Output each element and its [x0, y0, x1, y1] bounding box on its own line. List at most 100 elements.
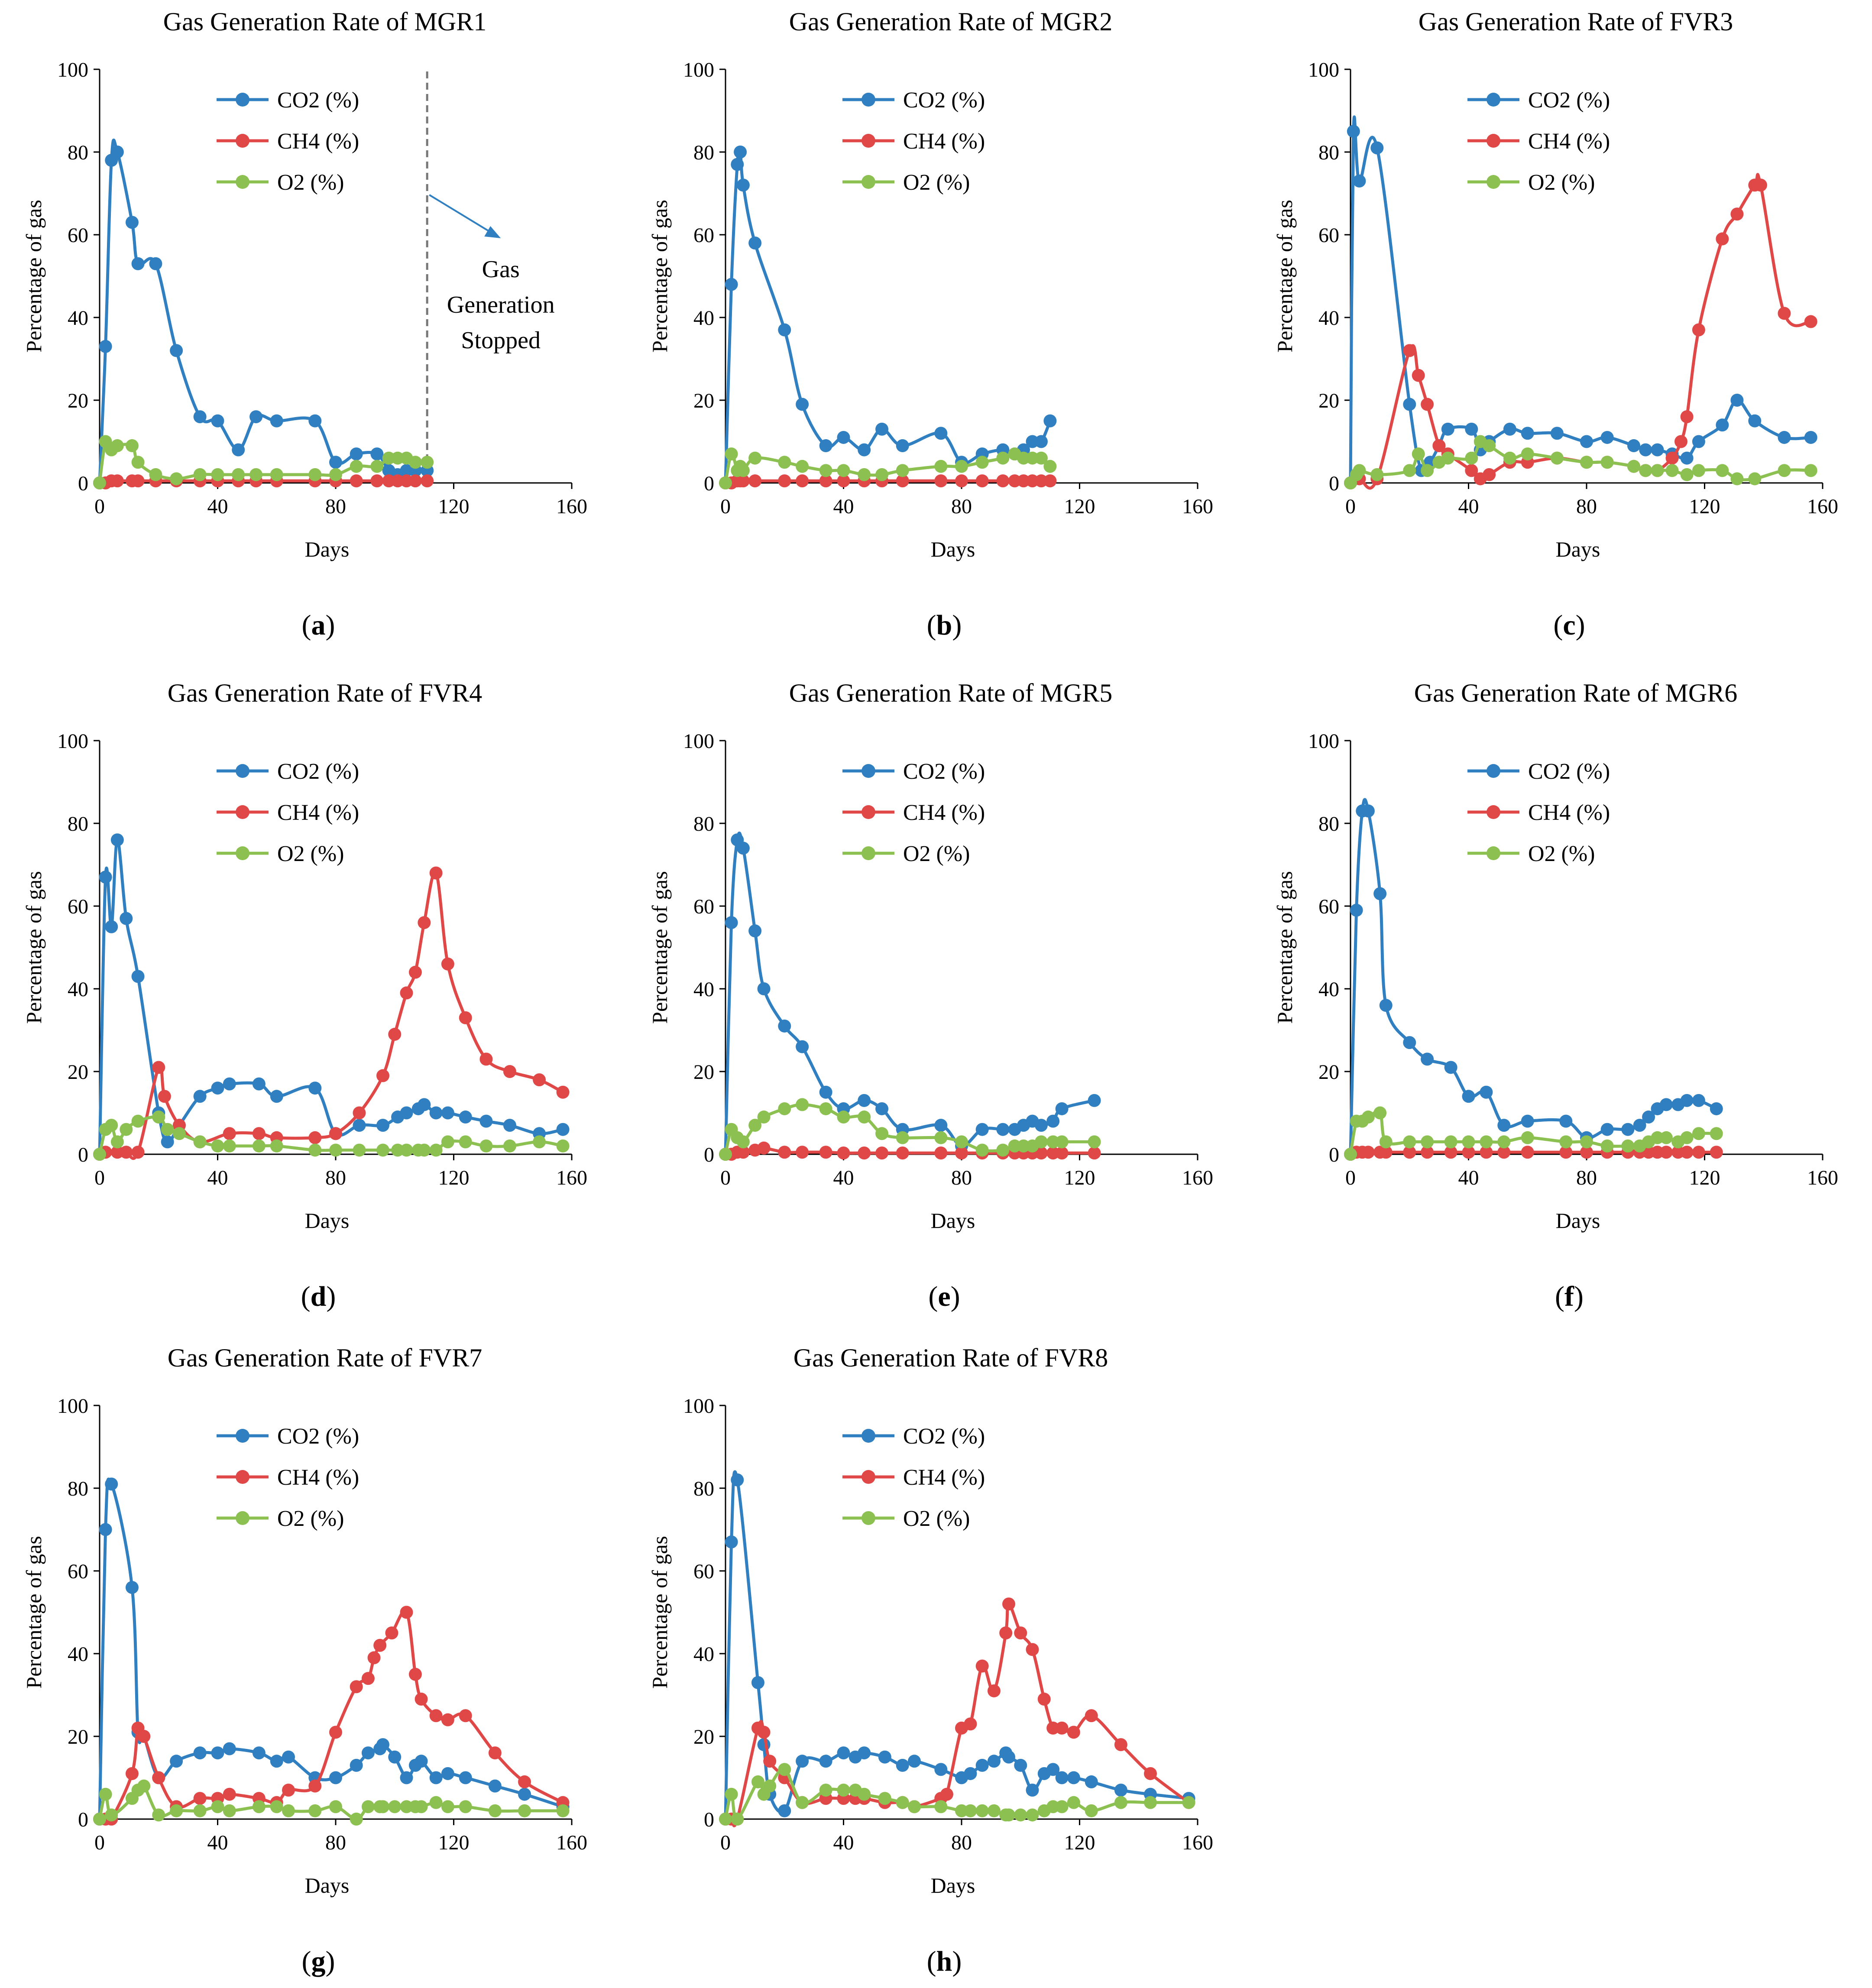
- data-point-o2: [1804, 464, 1817, 477]
- data-point-o2: [503, 1139, 516, 1153]
- data-point-o2: [987, 1804, 1001, 1817]
- y-tick-label: 100: [683, 730, 714, 753]
- data-point-ch4: [1497, 1146, 1511, 1159]
- data-point-ch4: [408, 474, 422, 488]
- data-point-ch4: [796, 1146, 809, 1159]
- legend-label-o2: O2 (%): [277, 170, 344, 195]
- data-point-o2: [556, 1804, 570, 1817]
- data-point-co2: [232, 443, 245, 457]
- y-tick-label: 20: [68, 1726, 88, 1748]
- legend-marker-ch4: [236, 1470, 249, 1484]
- x-tick-label: 40: [1458, 1166, 1479, 1189]
- chart-title: Gas Generation Rate of FVR7: [168, 1344, 483, 1372]
- data-point-o2: [125, 439, 139, 453]
- data-point-co2: [99, 1523, 112, 1536]
- data-point-o2: [1344, 1148, 1357, 1161]
- data-point-ch4: [400, 986, 413, 1000]
- data-point-co2: [819, 1755, 832, 1768]
- y-tick-label: 40: [1318, 307, 1339, 330]
- data-point-o2: [1521, 447, 1534, 461]
- data-point-ch4: [152, 1061, 165, 1074]
- data-point-o2: [1353, 464, 1366, 477]
- data-point-co2: [1055, 1771, 1069, 1784]
- data-point-o2: [996, 451, 1010, 465]
- data-point-co2: [1043, 414, 1057, 427]
- data-point-o2: [763, 1779, 777, 1793]
- data-point-o2: [1680, 468, 1694, 481]
- x-tick-label: 120: [1064, 1831, 1095, 1854]
- data-point-o2: [376, 1143, 389, 1157]
- data-point-co2: [1373, 887, 1387, 900]
- data-point-ch4: [110, 474, 124, 488]
- data-point-o2: [1144, 1796, 1157, 1809]
- y-tick-label: 60: [1318, 224, 1339, 247]
- data-point-o2: [858, 1111, 871, 1124]
- data-point-ch4: [1432, 439, 1446, 453]
- data-point-o2: [131, 1114, 145, 1128]
- data-point-co2: [1580, 435, 1593, 448]
- data-point-co2: [896, 439, 909, 453]
- data-point-co2: [388, 1750, 402, 1764]
- x-tick-label: 40: [833, 1831, 854, 1854]
- data-point-co2: [1639, 443, 1652, 457]
- data-point-ch4: [418, 916, 431, 929]
- data-point-co2: [105, 920, 118, 933]
- data-point-co2: [211, 414, 224, 427]
- data-point-ch4: [223, 1787, 236, 1801]
- data-point-o2: [955, 1135, 968, 1149]
- data-point-o2: [105, 1119, 118, 1132]
- data-point-o2: [837, 464, 850, 477]
- data-point-o2: [105, 1808, 118, 1822]
- data-point-co2: [131, 257, 145, 270]
- data-point-o2: [975, 1804, 989, 1817]
- data-point-ch4: [479, 1052, 493, 1066]
- data-point-o2: [751, 1775, 764, 1789]
- data-point-co2: [1088, 1094, 1101, 1107]
- data-point-o2: [1600, 456, 1614, 469]
- data-point-ch4: [1580, 1146, 1593, 1159]
- y-tick-label: 20: [1318, 389, 1339, 412]
- legend-label-ch4: CH4 (%): [903, 129, 985, 154]
- data-point-o2: [211, 1800, 224, 1813]
- data-point-o2: [361, 1800, 375, 1813]
- data-point-ch4: [1144, 1767, 1157, 1780]
- legend-marker-co2: [1487, 764, 1500, 778]
- data-point-co2: [725, 916, 738, 929]
- data-point-ch4: [1026, 1643, 1039, 1656]
- y-tick-label: 60: [693, 224, 714, 247]
- x-tick-label: 160: [556, 1166, 587, 1189]
- x-tick-label: 120: [1689, 1166, 1720, 1189]
- data-point-ch4: [518, 1775, 531, 1789]
- data-point-o2: [415, 1800, 428, 1813]
- data-point-co2: [193, 1746, 207, 1760]
- y-tick-label: 40: [68, 307, 88, 330]
- chart-panel-2: Gas Generation Rate of MGR2 0 20 40 60 80 100 0…: [648, 7, 1213, 641]
- data-point-ch4: [778, 1146, 791, 1159]
- data-point-co2: [1600, 431, 1614, 444]
- data-point-o2: [459, 1135, 472, 1149]
- legend-label-o2: O2 (%): [903, 1506, 970, 1531]
- data-point-ch4: [282, 1784, 295, 1797]
- data-point-co2: [1633, 1119, 1646, 1132]
- data-point-ch4: [987, 1684, 1001, 1697]
- data-point-o2: [1412, 447, 1425, 461]
- x-tick-label: 120: [438, 1831, 470, 1854]
- y-tick-label: 40: [1318, 978, 1339, 1001]
- y-tick-label: 0: [704, 472, 714, 495]
- y-tick-label: 20: [693, 389, 714, 412]
- data-point-ch4: [376, 1069, 389, 1082]
- legend-marker-co2: [236, 1429, 249, 1443]
- x-tick-label: 160: [1182, 1166, 1213, 1189]
- data-point-ch4: [1465, 464, 1478, 477]
- x-tick-label: 80: [1576, 1166, 1597, 1189]
- x-tick-label: 0: [1345, 495, 1356, 518]
- data-point-co2: [459, 1771, 472, 1784]
- legend-marker-o2: [236, 1511, 249, 1525]
- data-point-o2: [1465, 451, 1478, 465]
- data-point-o2: [819, 1102, 832, 1115]
- data-point-o2: [1421, 464, 1434, 477]
- data-point-co2: [778, 1804, 791, 1817]
- x-tick-label: 40: [833, 495, 854, 518]
- data-point-o2: [93, 1813, 106, 1826]
- data-point-co2: [1026, 1784, 1039, 1797]
